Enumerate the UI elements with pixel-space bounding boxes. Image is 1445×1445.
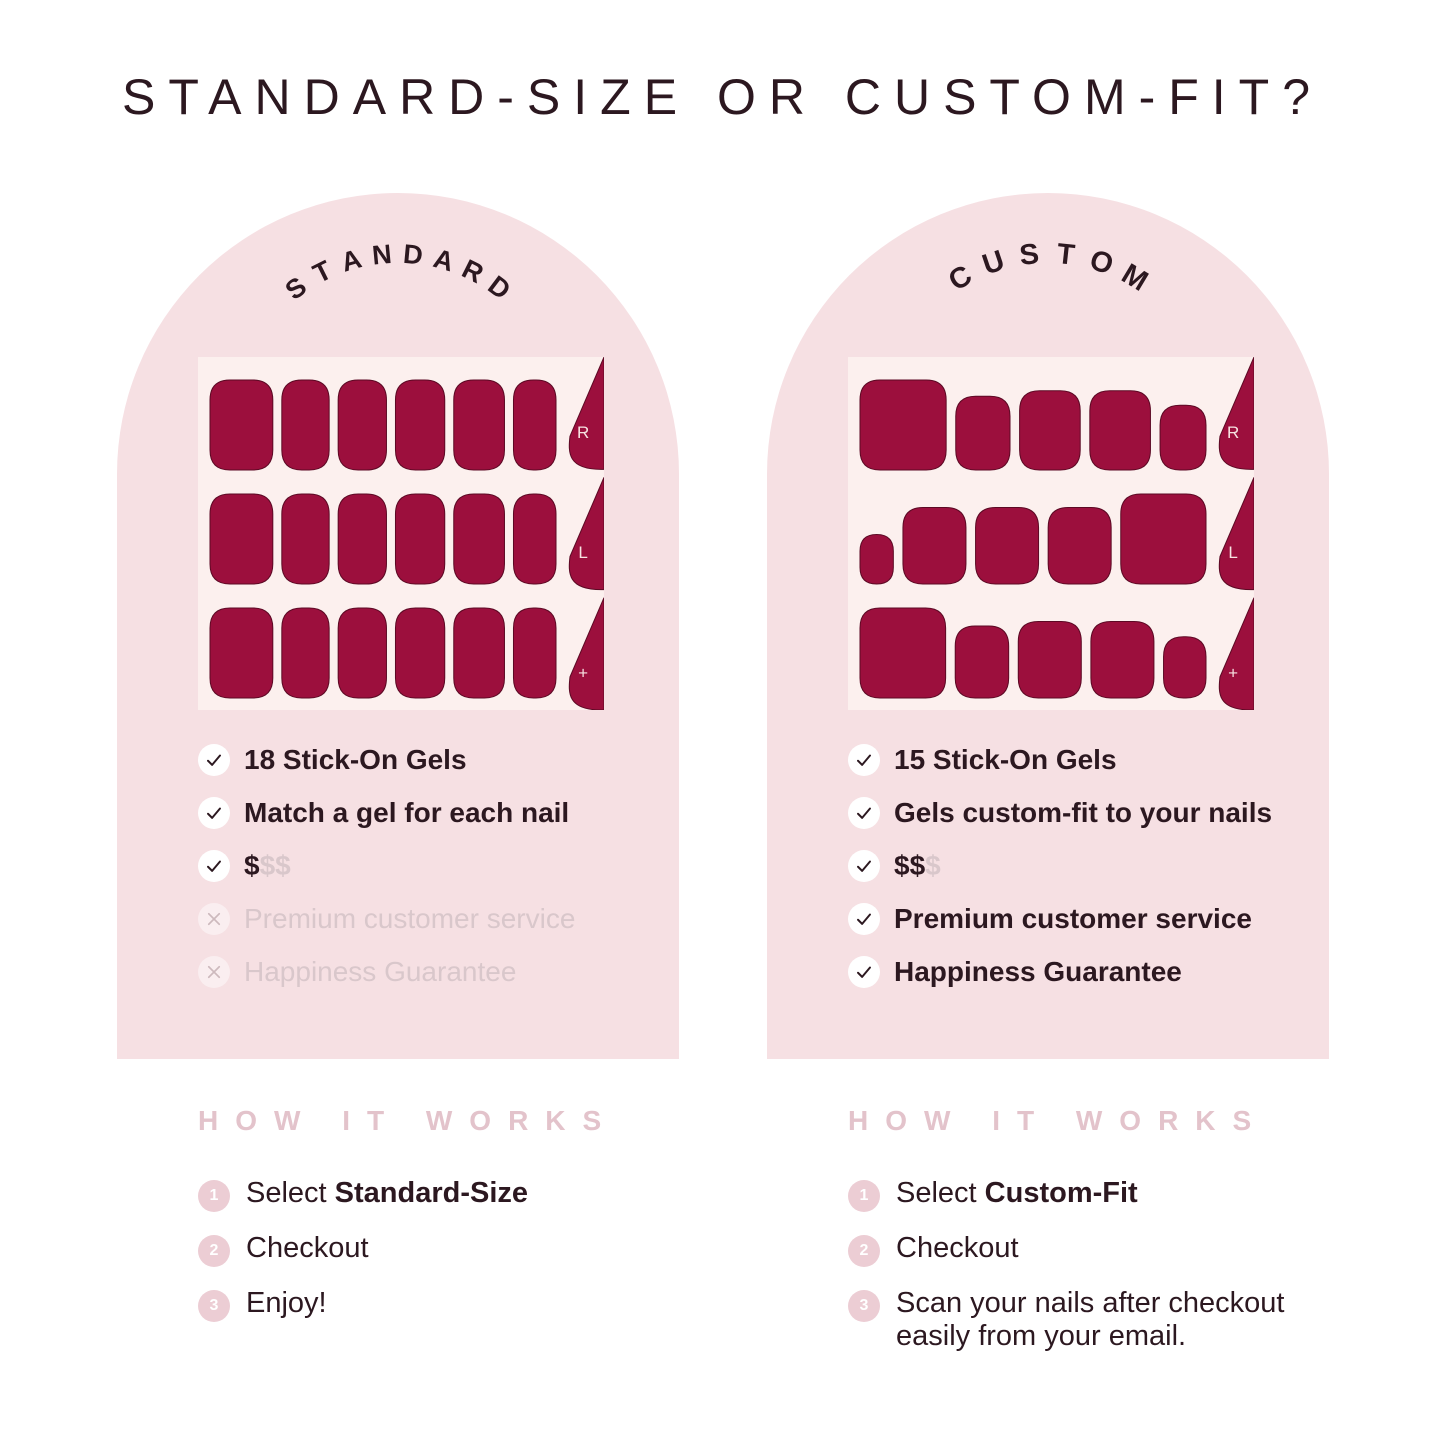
svg-text:L: L: [1228, 543, 1237, 562]
svg-text:T: T: [1055, 238, 1077, 272]
svg-text:T: T: [308, 254, 337, 289]
svg-text:+: +: [1228, 664, 1238, 683]
svg-text:R: R: [1227, 423, 1239, 442]
svg-text:A: A: [430, 243, 458, 277]
svg-text:N: N: [371, 239, 394, 271]
svg-text:+: +: [578, 664, 588, 683]
svg-text:R: R: [457, 254, 489, 290]
svg-text:C: C: [943, 259, 978, 298]
svg-text:M: M: [1116, 258, 1154, 298]
svg-text:S: S: [280, 270, 313, 305]
svg-text:S: S: [1018, 238, 1042, 272]
svg-text:O: O: [1086, 244, 1119, 282]
svg-text:D: D: [402, 239, 425, 271]
svg-text:L: L: [578, 543, 587, 562]
svg-text:R: R: [577, 423, 589, 442]
svg-text:A: A: [338, 243, 366, 277]
svg-text:U: U: [979, 244, 1010, 281]
svg-text:D: D: [482, 270, 516, 306]
